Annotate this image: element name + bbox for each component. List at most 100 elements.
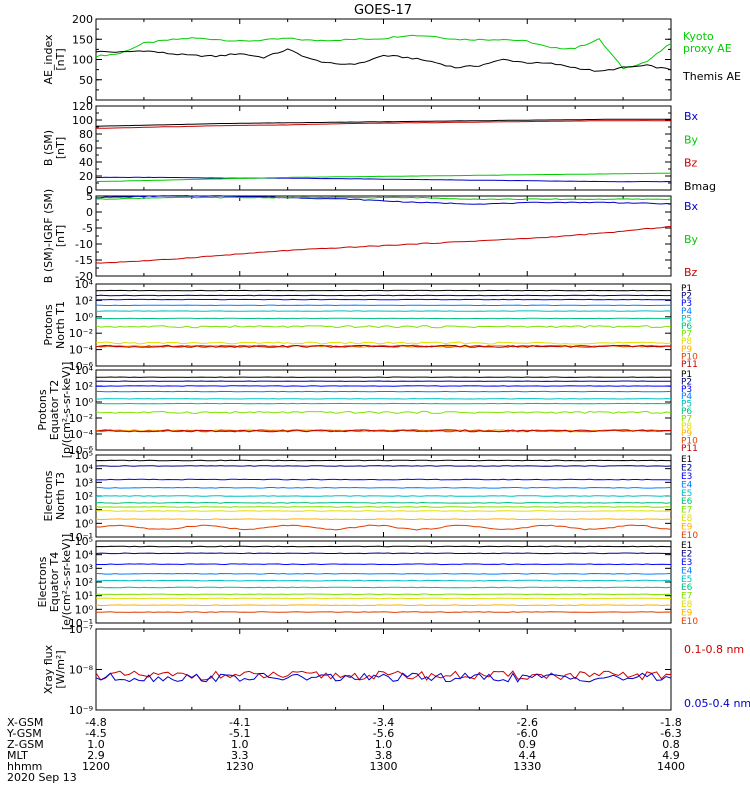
x-axis-tick-value: 1.0 — [87, 738, 105, 751]
x-axis-tick-value: 3.8 — [375, 749, 393, 762]
channel-label: E5 — [681, 489, 692, 499]
y-tick-label: -10 — [75, 238, 93, 251]
y-tick-label: 10⁻² — [69, 327, 93, 340]
x-axis-tick-value: -4.5 — [85, 727, 106, 740]
channel-label: P7 — [681, 414, 692, 424]
channel-label: P3 — [681, 385, 692, 395]
channel-label: P1 — [681, 370, 692, 380]
channel-label: E7 — [681, 506, 692, 516]
y-axis-label: Equator T2 — [48, 380, 61, 440]
series-line — [95, 552, 672, 555]
channel-label: P5 — [681, 400, 692, 410]
y-tick-label: 10⁻⁶ — [69, 444, 94, 457]
y-tick-label: 10⁰ — [75, 603, 94, 616]
y-axis-label: Electrons — [36, 556, 49, 607]
y-tick-label: 10⁻² — [69, 412, 93, 425]
legend-entry: Bmag — [684, 180, 716, 193]
x-axis-tick-value: -1.8 — [660, 716, 681, 729]
y-tick-label: 60 — [79, 142, 93, 155]
y-tick-label: 10⁻⁴ — [69, 428, 94, 441]
series-line — [95, 465, 672, 467]
y-tick-label: 40 — [79, 156, 93, 169]
legend-entry: Kyoto — [683, 30, 714, 43]
panel-4: 10⁻⁶ 10⁻⁴ 10⁻² 10⁰ 10² 10⁴ Protons North T1 P1P2… — [42, 278, 698, 373]
legend-entry: 0.05-0.4 nm — [684, 697, 750, 710]
x-axis-tick-value: 4.4 — [519, 749, 537, 762]
y-tick-label: 10⁻¹ — [69, 531, 93, 544]
x-axis-annotation: X-GSMY-GSMZ-GSMMLThhmm-4.8-4.51.02.91200… — [6, 716, 685, 784]
y-tick-label: 10² — [75, 294, 93, 307]
y-tick-label: 10² — [75, 380, 93, 393]
x-axis-tick-value: -6.0 — [517, 727, 538, 740]
series-line — [95, 226, 672, 264]
series-line — [95, 604, 672, 607]
y-tick-label: 10⁻⁸ — [69, 664, 94, 677]
series-line — [95, 672, 672, 683]
channel-label: E1 — [681, 455, 692, 465]
x-axis-tick-value: 0.8 — [662, 738, 680, 751]
y-axis-label: [W/m²] — [54, 650, 67, 688]
channel-label: P8 — [681, 337, 692, 347]
series-line — [95, 429, 671, 433]
panel-8: 10⁻⁹ 10⁻⁸ 10⁻⁷ Xray flux [W/m²] 0.1-0.8 nm 0.0… — [42, 623, 750, 717]
channel-label: E2 — [681, 549, 692, 559]
y-axis-label: AE_index — [42, 34, 55, 85]
channel-label: P4 — [681, 392, 692, 402]
channel-label: E9 — [681, 523, 693, 533]
series-line — [95, 506, 672, 508]
panel-frame — [95, 283, 672, 367]
x-axis-row-label: X-GSM — [7, 716, 43, 729]
panel-frame — [95, 628, 672, 711]
x-axis-tick-value: 1300 — [370, 760, 398, 773]
legend-entry: By — [684, 233, 699, 246]
y-tick-label: 20 — [79, 170, 93, 183]
series-line — [95, 172, 672, 183]
y-tick-label: 10³ — [75, 562, 93, 575]
channel-label: E1 — [681, 541, 692, 551]
y-tick-label: -15 — [75, 254, 93, 267]
series-line — [95, 325, 672, 329]
channel-label: E3 — [681, 472, 692, 482]
y-tick-label: 10⁰ — [75, 517, 94, 530]
series-line — [96, 176, 672, 183]
channel-label: E8 — [681, 514, 693, 524]
channel-label: P5 — [681, 314, 692, 324]
series-line — [95, 670, 672, 681]
series-line — [95, 478, 672, 481]
channel-label: P1 — [681, 284, 692, 294]
y-axis-label: B (SM)-IGRF (SM) — [42, 189, 55, 283]
series-line — [95, 48, 672, 72]
y-tick-label: 10² — [75, 576, 93, 589]
series-line — [95, 118, 671, 127]
series-line — [95, 34, 672, 70]
channel-label: P10 — [681, 352, 698, 362]
series-line — [96, 597, 672, 600]
legend-entry: By — [684, 133, 699, 146]
panel-5: 10⁻⁶ 10⁻⁴ 10⁻² 10⁰ 10² 10⁴ Protons Equator T2 [p… — [36, 362, 698, 459]
x-axis-tick-value: -4.1 — [229, 716, 250, 729]
y-axis-label: Xray flux — [42, 644, 55, 694]
y-tick-label: 120 — [72, 100, 93, 113]
series-line — [95, 341, 672, 345]
x-axis-tick-value: 3.3 — [231, 749, 249, 762]
y-tick-label: 10⁻⁶ — [69, 360, 94, 373]
y-tick-label: 10² — [75, 490, 93, 503]
y-tick-label: 10⁻⁷ — [69, 623, 93, 636]
channel-label: E2 — [681, 463, 692, 473]
y-tick-label: 80 — [79, 128, 93, 141]
y-axis-label: [nT] — [54, 48, 67, 70]
channel-label: P6 — [681, 322, 692, 332]
y-tick-label: 10⁴ — [75, 549, 94, 562]
y-tick-label: 100 — [72, 114, 93, 127]
y-axis-label: Equator T4 — [48, 552, 61, 612]
channel-label: E5 — [681, 575, 692, 585]
y-tick-label: 10⁵ — [75, 449, 93, 462]
series-line — [95, 545, 671, 548]
legend-entry: Themis AE — [682, 70, 741, 83]
channel-label: E7 — [681, 592, 692, 602]
plot-title: GOES-17 — [354, 3, 412, 18]
